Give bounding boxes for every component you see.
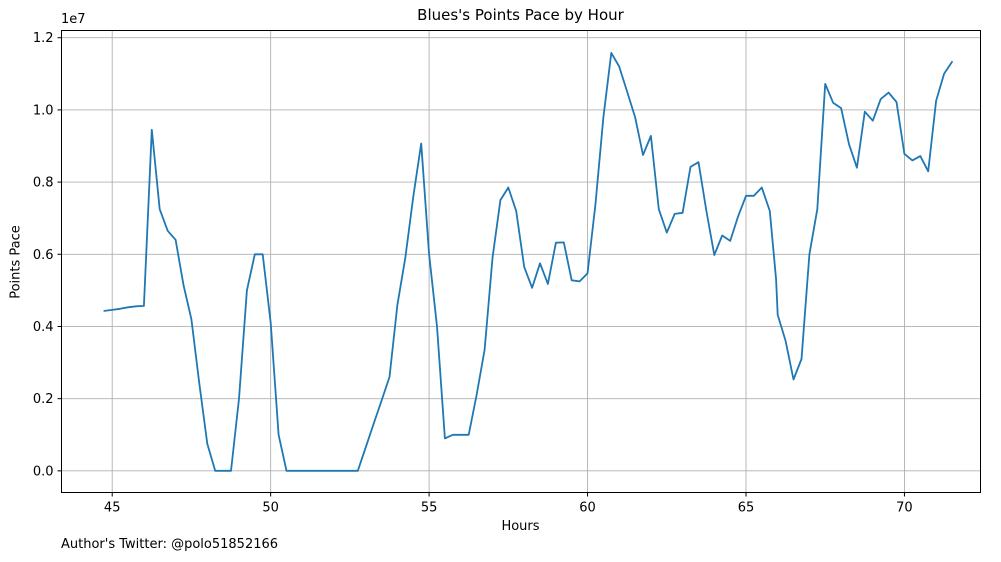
x-axis-label: Hours (501, 519, 540, 534)
x-tick-label: 60 (579, 501, 596, 516)
x-tick-label: 65 (738, 501, 755, 516)
grid-lines (61, 30, 981, 493)
y-tick-label: 0.6 (33, 248, 54, 263)
series-line (103, 52, 953, 472)
y-axis-label: Points Pace (8, 225, 24, 299)
y-tick-label: 0.2 (33, 392, 54, 407)
y-axis-offset-label: 1e7 (61, 12, 86, 27)
x-tick-label: 45 (104, 501, 121, 516)
author-twitter-footer: Author's Twitter: @polo51852166 (61, 537, 279, 552)
x-tick-label: 55 (421, 501, 438, 516)
y-axis-ticks: 0.0 0.2 0.4 0.6 0.8 1.0 1.2 (33, 31, 62, 479)
plot-frame (61, 30, 981, 493)
y-tick-label: 1.2 (33, 31, 54, 46)
y-tick-label: 0.8 (33, 176, 54, 191)
chart-title: Blues's Points Pace by Hour (417, 6, 624, 24)
y-tick-label: 0.0 (33, 464, 54, 479)
x-axis-ticks: 45 50 55 60 65 70 (104, 492, 913, 516)
y-tick-label: 1.0 (33, 103, 54, 118)
y-tick-label: 0.4 (33, 320, 54, 335)
x-tick-label: 70 (896, 501, 913, 516)
x-tick-label: 50 (262, 501, 279, 516)
